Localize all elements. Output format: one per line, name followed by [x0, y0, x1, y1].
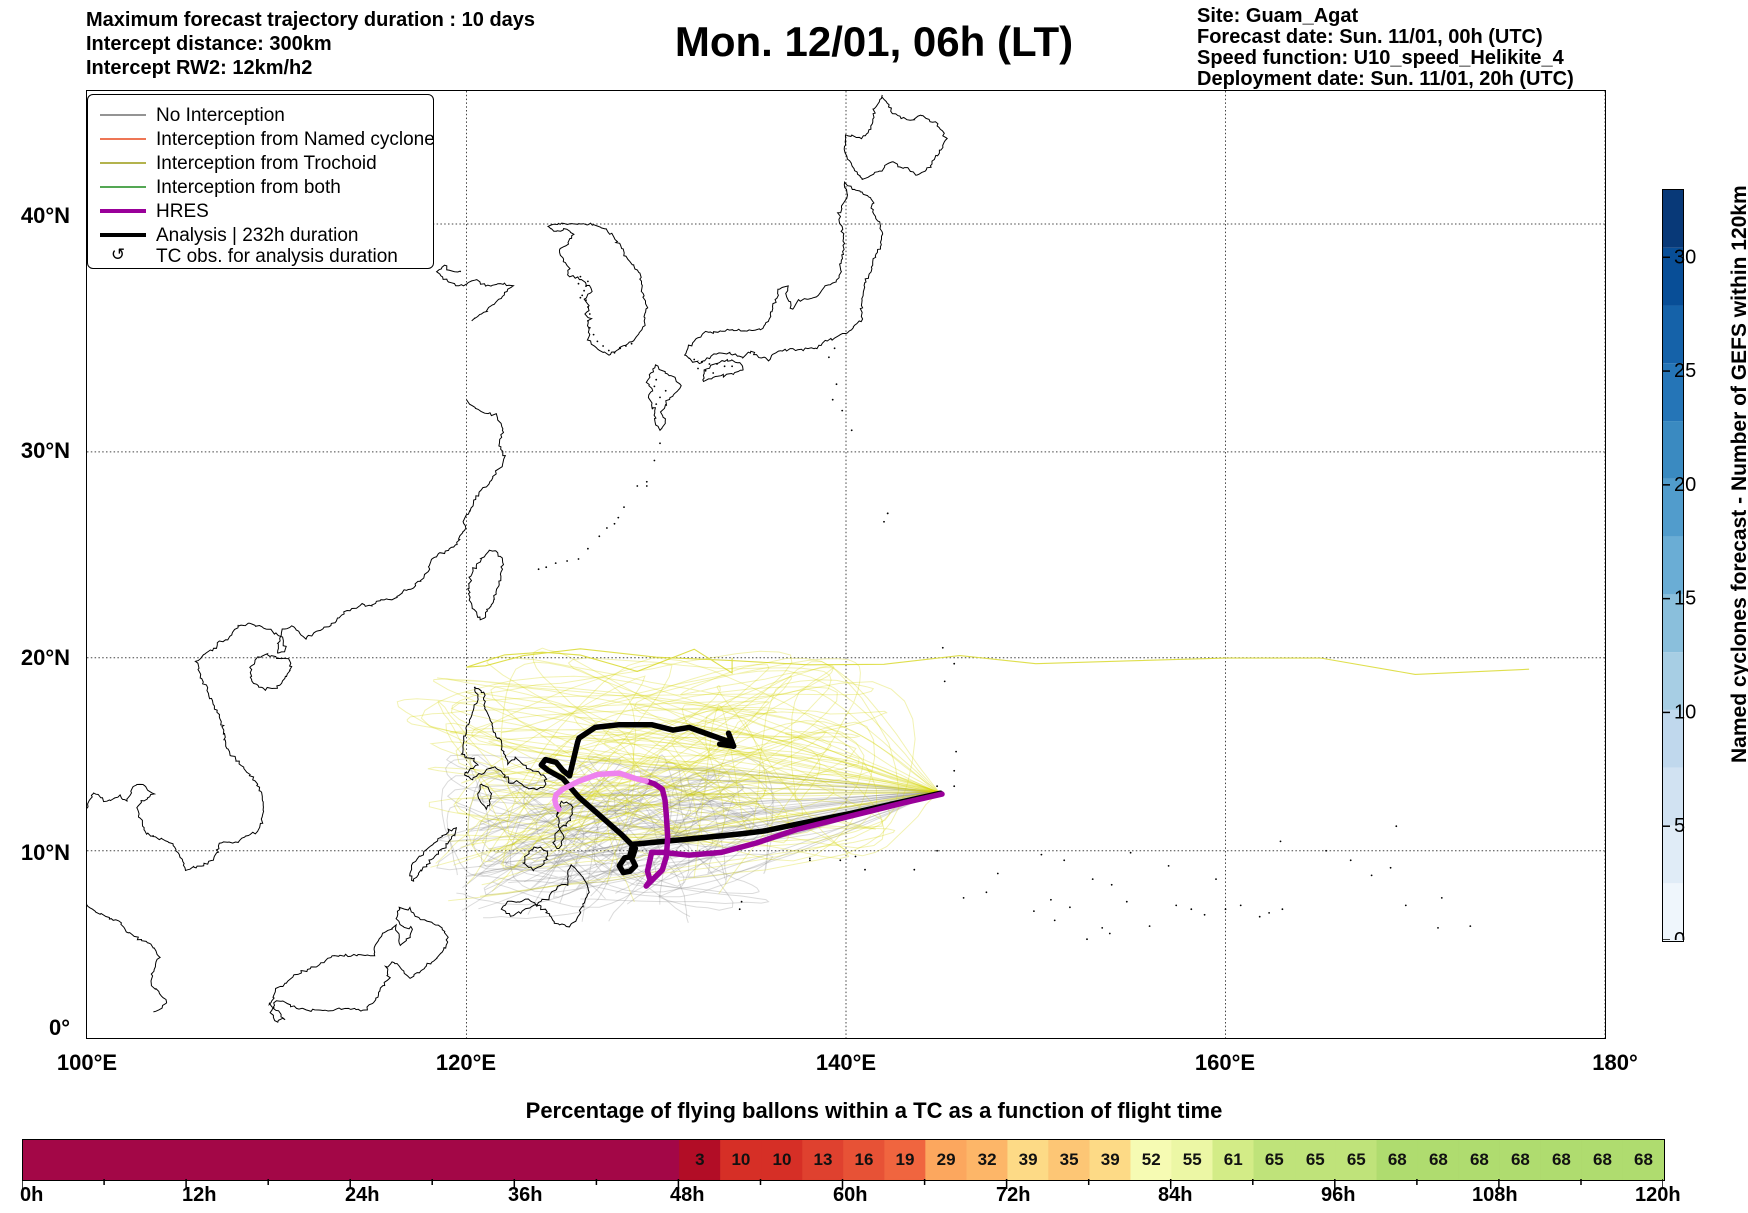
- svg-text:29: 29: [937, 1150, 956, 1169]
- svg-text:35: 35: [1060, 1150, 1079, 1169]
- svg-text:39: 39: [1101, 1150, 1120, 1169]
- svg-text:55: 55: [1183, 1150, 1202, 1169]
- svg-text:65: 65: [1306, 1150, 1325, 1169]
- svg-text:68: 68: [1593, 1150, 1612, 1169]
- svg-text:52: 52: [1142, 1150, 1161, 1169]
- svg-text:15: 15: [1674, 588, 1696, 610]
- svg-text:68: 68: [1634, 1150, 1653, 1169]
- svg-text:30: 30: [1674, 246, 1696, 268]
- svg-text:5: 5: [1674, 815, 1685, 837]
- svg-text:68: 68: [1511, 1150, 1530, 1169]
- svg-text:68: 68: [1429, 1150, 1448, 1169]
- svg-text:20: 20: [1674, 474, 1696, 496]
- svg-text:61: 61: [1224, 1150, 1243, 1169]
- svg-text:65: 65: [1347, 1150, 1366, 1169]
- svg-text:3: 3: [695, 1150, 704, 1169]
- svg-text:10: 10: [731, 1150, 750, 1169]
- svg-text:0: 0: [1674, 929, 1685, 940]
- svg-text:16: 16: [855, 1150, 874, 1169]
- svg-text:68: 68: [1470, 1150, 1489, 1169]
- svg-text:39: 39: [1019, 1150, 1038, 1169]
- svg-text:25: 25: [1674, 360, 1696, 382]
- svg-text:10: 10: [773, 1150, 792, 1169]
- svg-text:13: 13: [814, 1150, 833, 1169]
- svg-text:32: 32: [978, 1150, 997, 1169]
- svg-text:65: 65: [1265, 1150, 1284, 1169]
- svg-text:68: 68: [1388, 1150, 1407, 1169]
- svg-text:↺: ↺: [111, 245, 125, 264]
- svg-text:68: 68: [1552, 1150, 1571, 1169]
- svg-text:10: 10: [1674, 701, 1696, 723]
- svg-text:19: 19: [896, 1150, 915, 1169]
